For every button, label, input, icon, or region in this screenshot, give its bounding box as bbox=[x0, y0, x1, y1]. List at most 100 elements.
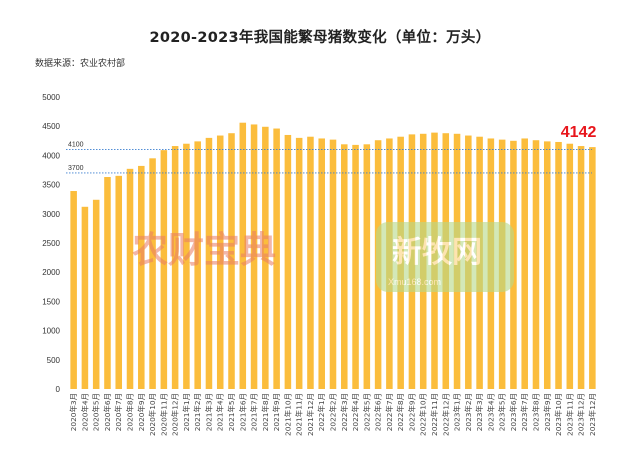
y-tick-label: 1000 bbox=[42, 327, 60, 336]
watermark-left: 农财宝典 bbox=[132, 230, 276, 271]
x-tick-label: 2023年6月 bbox=[509, 393, 518, 431]
x-tick-label: 2020年10月 bbox=[148, 393, 157, 436]
bar bbox=[363, 144, 371, 389]
reference-lines: 4100 3700 bbox=[66, 142, 592, 174]
x-tick-label: 2023年9月 bbox=[543, 393, 552, 431]
watermark-right-badge bbox=[376, 222, 514, 292]
bar bbox=[341, 144, 348, 389]
x-tick-label: 2023年12月 bbox=[577, 393, 586, 436]
bar bbox=[228, 133, 235, 389]
y-tick-label: 500 bbox=[47, 356, 61, 365]
y-tick-label: 4000 bbox=[42, 151, 60, 160]
bar bbox=[126, 168, 134, 389]
bar bbox=[284, 134, 292, 389]
bar bbox=[329, 139, 337, 389]
bar bbox=[149, 158, 156, 389]
x-tick-label: 2021年10月 bbox=[283, 393, 292, 436]
x-tick-label: 2023年7月 bbox=[520, 393, 529, 431]
x-tick-label: 2022年4月 bbox=[351, 393, 360, 431]
chart-title: 2020-2023年我国能繁母猪数变化（单位：万头） bbox=[149, 30, 491, 46]
x-tick-label: 2023年12月 bbox=[588, 393, 597, 436]
x-tick-label: 2023年10月 bbox=[554, 393, 563, 436]
x-tick-label: 2020年11月 bbox=[159, 393, 168, 436]
x-tick-label: 2020年4月 bbox=[80, 393, 89, 431]
x-tick-label: 2023年11月 bbox=[565, 393, 574, 436]
x-tick-label: 2022年11月 bbox=[430, 393, 439, 436]
x-tick-label: 2022年10月 bbox=[419, 393, 428, 436]
bar bbox=[171, 146, 179, 389]
x-tick-label: 2020年8月 bbox=[126, 393, 135, 431]
y-tick-label: 2500 bbox=[42, 239, 60, 248]
watermark-right-text: 新牧网 bbox=[392, 235, 482, 270]
y-tick-label: 3500 bbox=[42, 181, 60, 190]
bar bbox=[160, 150, 168, 389]
x-tick-label: 2021年9月 bbox=[272, 393, 281, 431]
x-tick-label: 2020年5月 bbox=[92, 393, 101, 431]
bar bbox=[81, 206, 89, 389]
x-tick-label: 2021年5月 bbox=[227, 393, 236, 431]
bar bbox=[295, 137, 303, 389]
x-tick-label: 2023年5月 bbox=[498, 393, 507, 431]
x-tick-label: 2021年6月 bbox=[238, 393, 247, 431]
x-tick-label: 2022年6月 bbox=[374, 393, 383, 431]
watermark-right-subtext: Xmu168.com bbox=[388, 277, 441, 287]
bar bbox=[138, 165, 145, 389]
x-tick-label: 2021年11月 bbox=[295, 393, 304, 436]
latest-value-callout: 4142 bbox=[561, 124, 597, 141]
x-tick-label: 2023年4月 bbox=[486, 393, 495, 431]
bar bbox=[318, 138, 325, 389]
bar bbox=[239, 122, 247, 389]
y-tick-label: 3000 bbox=[42, 210, 60, 219]
x-tick-label: 2021年4月 bbox=[216, 393, 225, 431]
bar bbox=[70, 191, 77, 389]
x-tick-label: 2022年1月 bbox=[317, 393, 326, 431]
x-tick-label: 2023年3月 bbox=[475, 393, 484, 431]
x-tick-label: 2023年8月 bbox=[531, 393, 540, 431]
x-tick-label: 2023年2月 bbox=[464, 393, 473, 431]
y-tick-label: 1500 bbox=[42, 297, 60, 306]
watermark-left-text: 农财宝典 bbox=[132, 230, 276, 271]
bar bbox=[216, 135, 224, 389]
y-tick-label: 2000 bbox=[42, 268, 60, 277]
x-tick-label: 2020年3月 bbox=[69, 393, 78, 431]
x-tick-label: 2022年9月 bbox=[407, 393, 416, 431]
bar bbox=[521, 138, 528, 389]
x-tick-label: 2020年9月 bbox=[137, 393, 146, 431]
bar bbox=[307, 136, 314, 389]
x-tick-label: 2021年1月 bbox=[182, 393, 191, 431]
x-tick-label: 2020年6月 bbox=[103, 393, 112, 431]
x-tick-label: 2021年3月 bbox=[204, 393, 213, 431]
bar bbox=[566, 143, 574, 389]
bar bbox=[92, 199, 100, 389]
x-tick-label: 2020年12月 bbox=[171, 393, 180, 436]
bar bbox=[183, 143, 190, 389]
bar bbox=[115, 175, 123, 389]
y-tick-label: 5000 bbox=[42, 93, 60, 102]
bar bbox=[262, 126, 269, 389]
x-tick-label: 2021年7月 bbox=[250, 393, 259, 431]
y-axis-ticks: 0 500 1000 1500 2000 2500 3000 3500 4000 4500 5000 bbox=[42, 93, 60, 394]
bar bbox=[205, 137, 213, 389]
bar bbox=[273, 128, 280, 390]
x-axis-ticks: 2020年3月 2020年4月 2020年5月 2020年6月 2020年7月 2020年… bbox=[69, 393, 597, 436]
watermark-right: 新牧网 Xmu168.com bbox=[376, 222, 514, 292]
x-tick-label: 2020年7月 bbox=[114, 393, 123, 431]
x-tick-label: 2021年2月 bbox=[193, 393, 202, 431]
bar bbox=[250, 124, 258, 389]
x-tick-label: 2021年8月 bbox=[261, 393, 270, 431]
bar bbox=[589, 147, 596, 389]
bar bbox=[577, 146, 585, 389]
x-tick-label: 2022年8月 bbox=[396, 393, 405, 431]
reference-line-label: 4100 bbox=[68, 142, 84, 149]
y-tick-label: 0 bbox=[56, 385, 61, 394]
x-tick-label: 2022年3月 bbox=[340, 393, 349, 431]
bar bbox=[532, 140, 540, 389]
bar bbox=[104, 177, 111, 389]
data-source-note: 数据来源：农业农村部 bbox=[35, 59, 126, 69]
x-tick-label: 2022年7月 bbox=[385, 393, 394, 431]
bar bbox=[555, 141, 562, 389]
bar bbox=[352, 144, 359, 389]
y-tick-label: 4500 bbox=[42, 122, 60, 131]
x-tick-label: 2022年12月 bbox=[441, 393, 450, 436]
